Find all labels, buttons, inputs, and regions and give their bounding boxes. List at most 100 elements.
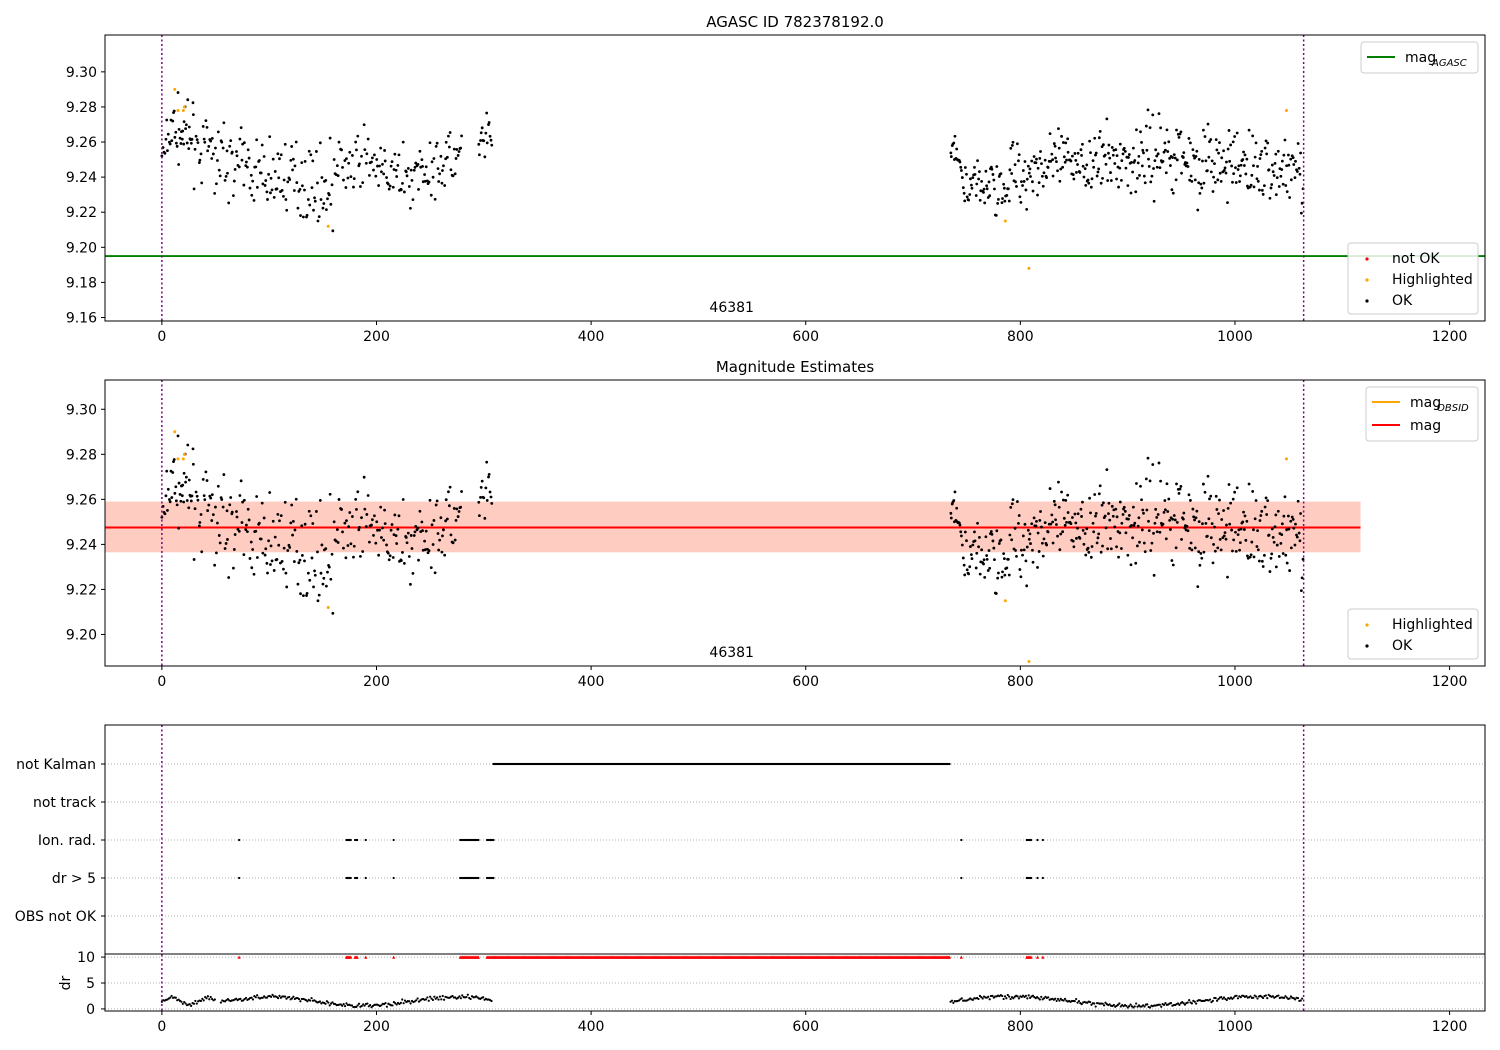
agasc-point-ok [386,182,390,186]
magnitude-point-legend-marker [1365,644,1369,648]
agasc-point-ok [1002,186,1006,190]
magnitude-point-ok [251,548,255,551]
agasc-point-ok [1032,155,1036,158]
agasc-point-ok [1205,169,1209,173]
magnitude-point-ok [1163,508,1167,512]
magnitude-point-ok [451,541,455,545]
magnitude-point-ok [988,566,992,570]
magnitude-point-ok [216,521,219,525]
dr-point [1058,999,1061,1002]
magnitude-point-ok [341,530,344,534]
dr-point [1027,994,1030,997]
agasc-point-ok [485,111,489,115]
agasc-point-ok [1173,156,1177,160]
agasc-point-ok [1050,152,1054,156]
agasc-point-ok [1175,158,1179,162]
magnitude-point-ok [1209,536,1213,540]
agasc-ytick-label: 9.24 [66,170,97,186]
dr-point [415,999,418,1002]
magnitude-point-ok [315,510,318,513]
agasc-point-ok [1115,177,1118,181]
magnitude-point-ok [1101,544,1104,548]
agasc-point-ok [447,145,451,149]
agasc-point-ok [1229,143,1233,147]
agasc-point-ok [242,183,246,187]
magnitude-point-ok [1197,520,1201,524]
magnitude-point-ok [1288,569,1292,572]
dr-point [205,997,208,1000]
agasc-point-ok [1153,159,1157,163]
magnitude-point-ok [352,555,355,559]
agasc-point-ok [1087,181,1091,185]
magnitude-point-ok [1255,545,1259,548]
magnitude-point-ok [282,567,285,571]
magnitude-point-ok [1045,543,1049,547]
magnitude-point-ok [192,558,196,561]
flag-marker [1041,838,1044,842]
agasc-point-ok [330,183,334,187]
magnitude-point-ok [278,519,281,523]
agasc-point-ok [1051,174,1055,178]
magnitude-point-ok [1159,479,1163,483]
agasc-point-ok [166,149,169,153]
agasc-xtick-label: 1000 [1217,329,1253,345]
agasc-point-ok [1037,181,1041,185]
magnitude-point-ok [987,549,991,552]
agasc-point-ok [163,151,167,155]
agasc-point-ok [1208,140,1211,144]
magnitude-point-ok [1229,501,1233,505]
agasc-point-ok [459,146,463,150]
magnitude-point-ok [254,529,258,533]
magnitude-point-ok [1269,556,1273,560]
magnitude-point-ok [443,553,447,557]
dr-point [1158,1003,1161,1006]
agasc-point-ok [301,215,305,219]
magnitude-point-ok [177,526,181,530]
agasc-point-ok [216,130,220,134]
agasc-point-ok [1159,126,1163,130]
magnitude-point-ok [409,534,413,537]
dr-point [385,1005,389,1008]
agasc-point-ok [1115,154,1119,158]
magnitude-point-ok [1039,510,1042,513]
agasc-point-ok [1066,137,1070,141]
agasc-point-ok [1163,141,1167,145]
agasc-point-ok [221,146,225,150]
magnitude-point-ok [277,543,281,547]
agasc-point-ok [305,213,309,217]
magnitude-point-ok [265,561,269,565]
flag-row-label: Ion. rad. [38,833,96,849]
agasc-point-ok [1264,139,1268,143]
agasc-point-ok [961,186,965,190]
dr-point [1040,995,1043,998]
dr-point [1239,996,1242,999]
magnitude-point-ok [267,539,271,543]
agasc-point-ok [969,177,972,181]
agasc-point-ok [1084,183,1088,187]
agasc-point-ok [1261,192,1265,196]
magnitude-point-ok [414,524,418,528]
agasc-point-ok [414,161,418,165]
agasc-point-ok [210,157,214,160]
agasc-point-ok [190,137,194,141]
agasc-point-ok [440,181,444,185]
magnitude-point-ok [442,528,445,532]
magnitude-point-ok [1076,526,1079,530]
magnitude-ytick-label: 9.24 [66,537,97,553]
magnitude-point-ok [1234,530,1237,534]
magnitude-xtick-label: 0 [157,674,166,690]
agasc-point-ok [1233,135,1237,138]
agasc-point-ok [1086,178,1090,182]
magnitude-point-ok [1299,589,1303,593]
magnitude-point-ok [291,519,295,523]
magnitude-point-ok [1226,506,1230,510]
magnitude-point-ok [963,530,967,534]
magnitude-point-ok [350,515,354,518]
agasc-point-ok [969,183,973,187]
agasc-point-ok [199,152,203,156]
agasc-point-ok [1015,185,1018,188]
magnitude-point-ok [1202,550,1206,554]
agasc-point-ok [1222,149,1225,153]
dr-point [263,995,266,998]
agasc-point-ok [255,185,259,189]
